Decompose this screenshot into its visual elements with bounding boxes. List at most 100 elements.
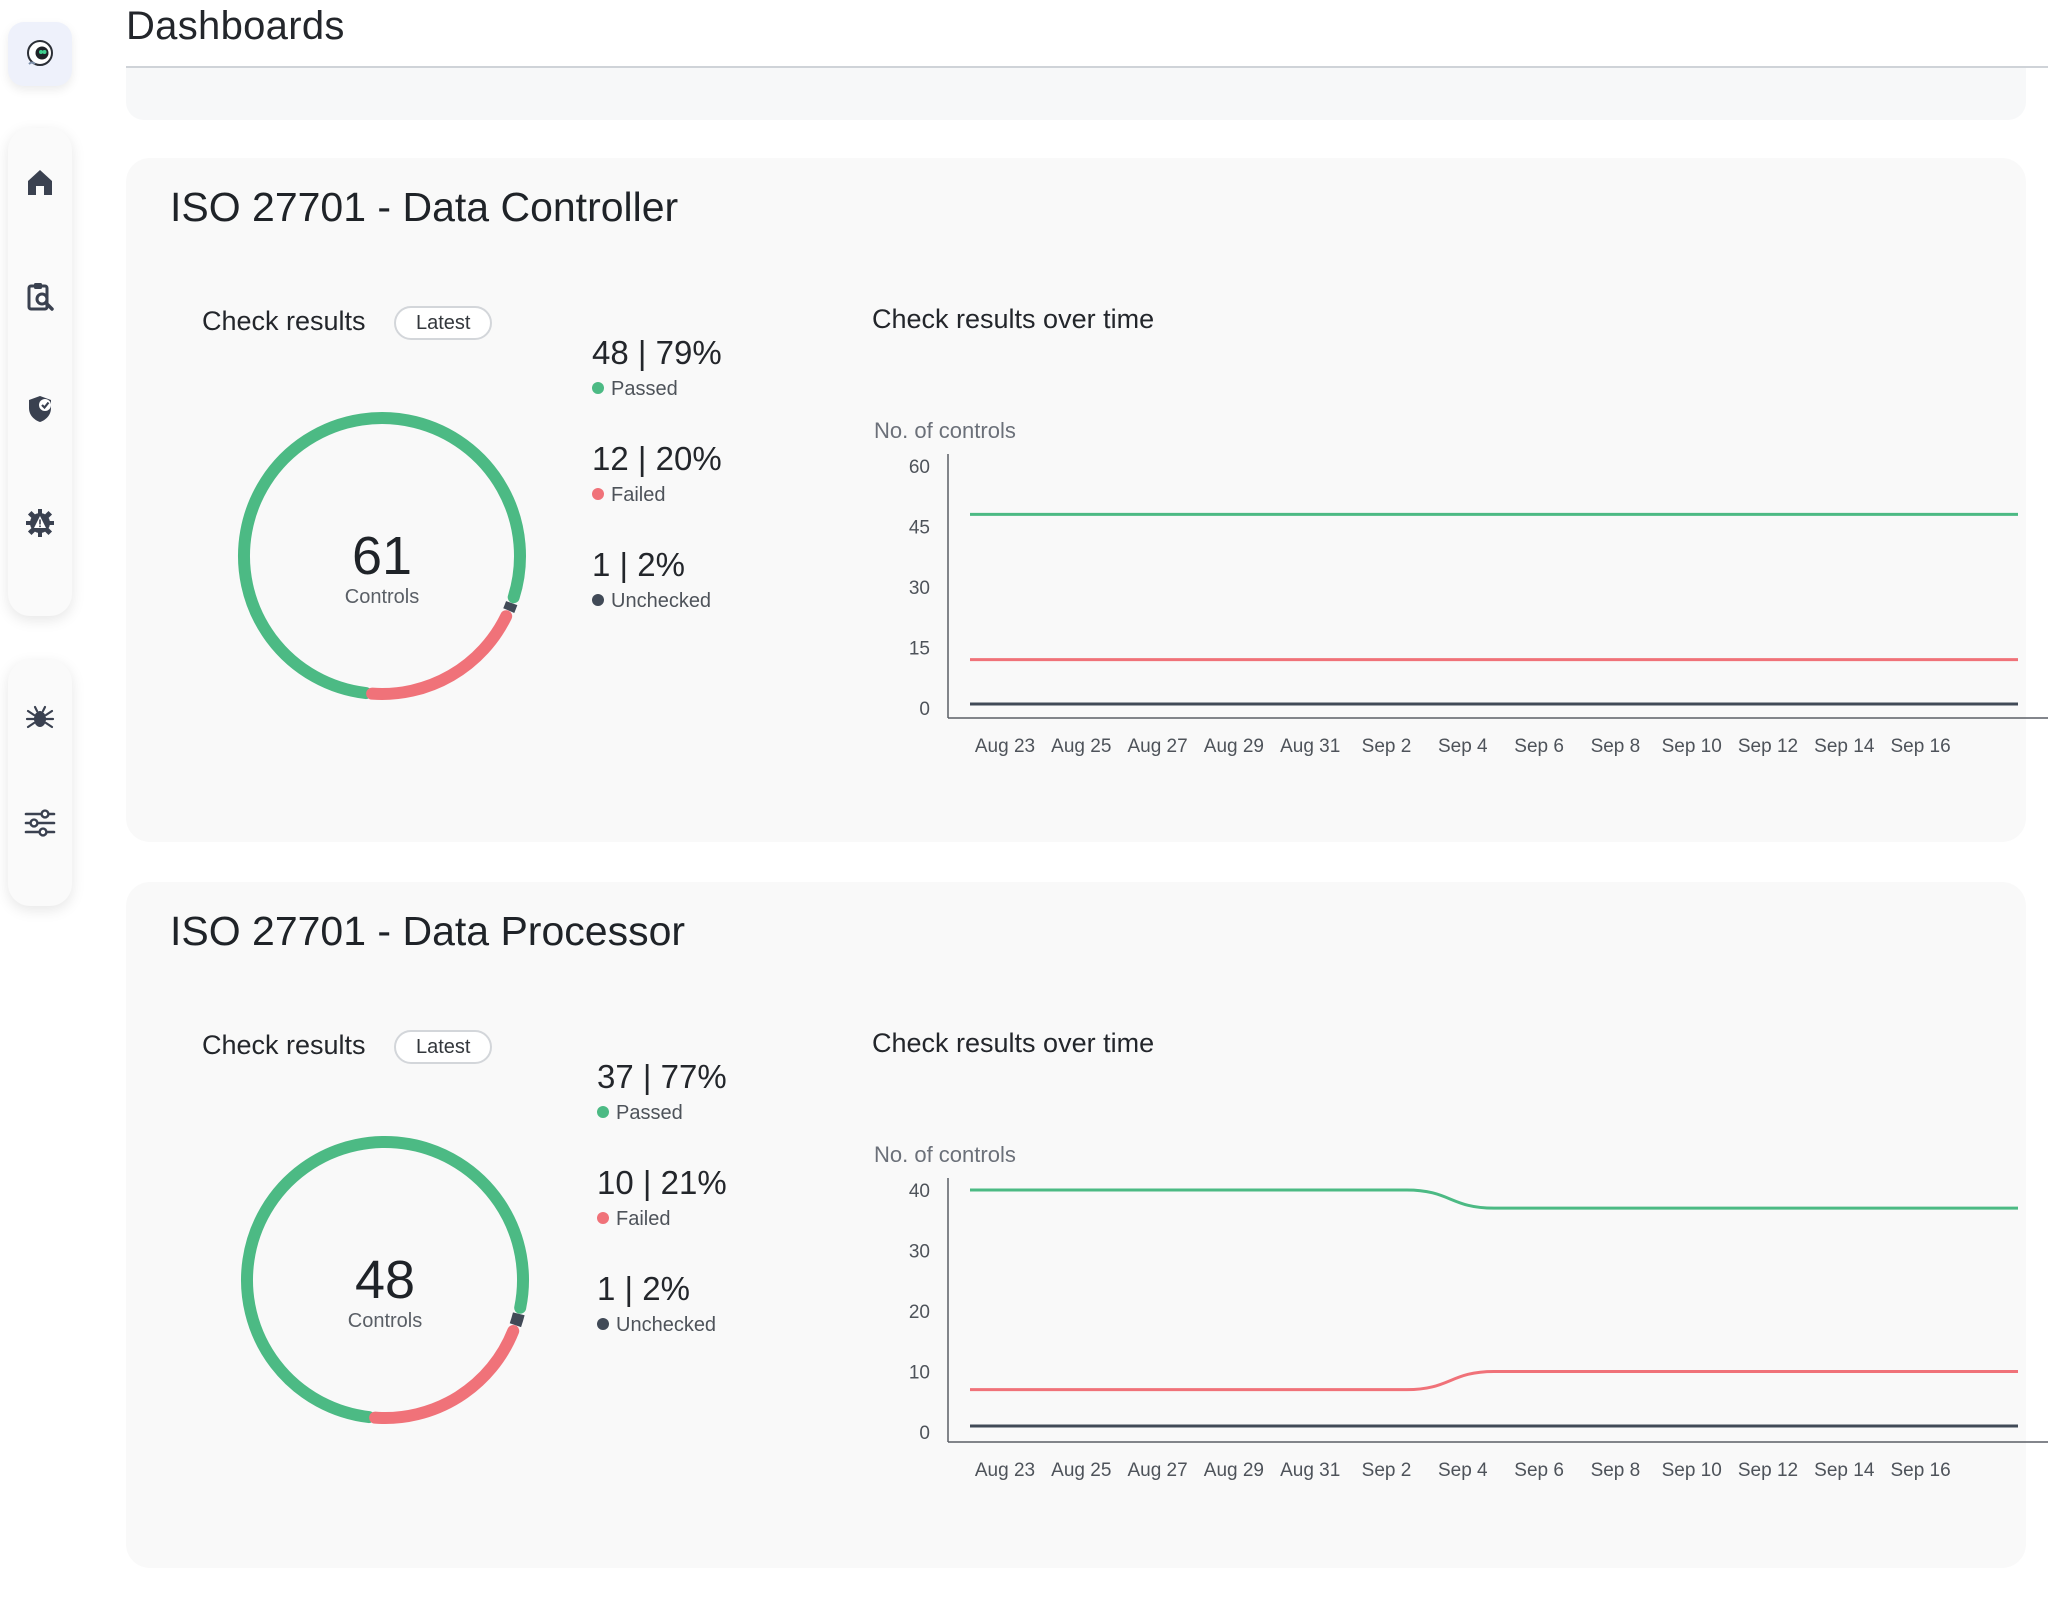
latest-filter-badge[interactable]: Latest [394,1030,493,1064]
x-tick-label: Sep 4 [1438,736,1488,757]
sidebar-item-vulnerabilities[interactable] [16,702,64,734]
y-tick-label: 10 [909,1363,930,1384]
stat-unchecked-label: Unchecked [616,1314,717,1336]
x-tick-label: Aug 27 [1127,736,1187,757]
stat-passed-label: Passed [611,378,678,400]
stat-failed: 12 | 20% Failed [592,440,722,507]
sidebar-item-compliance[interactable] [16,389,64,430]
check-results-over-time-label: Check results over time [872,1028,1155,1058]
home-icon [28,170,52,196]
stat-failed-value: 12 | 20% [592,440,722,477]
stat-unchecked-value: 1 | 2% [592,546,685,583]
check-results-line-chart: No. of controls 0 10 20 30 40 Aug 23 Aug 25 Aug … [874,1142,2048,1481]
x-tick-label: Aug 29 [1204,1460,1264,1481]
check-results-line-chart: No. of controls 0 15 30 45 60 Aug 23 Aug 25 Aug … [874,418,2048,757]
x-tick-label: Sep 12 [1738,1460,1798,1481]
x-tick-label: Sep 14 [1814,736,1875,757]
y-axis-title: No. of controls [874,418,1016,443]
check-results-label: Check results [202,306,366,336]
unchecked-dot [597,1318,609,1330]
donut-segment-unchecked [509,1312,525,1328]
stat-unchecked-label: Unchecked [611,590,712,612]
x-tick-label: Aug 31 [1280,1460,1340,1481]
check-results-donut [241,1136,529,1424]
stat-failed-label: Failed [611,484,666,506]
x-tick-label: Sep 10 [1662,1460,1722,1481]
shield-check-icon [29,396,51,423]
series-line-failed [970,1370,2018,1392]
latest-filter-badge[interactable]: Latest [394,306,493,340]
x-tick-label: Sep 10 [1662,736,1722,757]
x-tick-label: Aug 31 [1280,736,1340,757]
donut-segment-failed [366,610,513,700]
y-tick-label: 45 [909,518,930,539]
y-tick-label: 40 [909,1181,930,1202]
x-tick-label: Sep 6 [1514,736,1564,757]
header-filter-bar [126,68,2026,120]
passed-dot [592,382,604,394]
y-axis-title: No. of controls [874,1142,1016,1167]
x-tick-label: Aug 23 [975,1460,1035,1481]
sidebar-item-issues[interactable] [16,503,64,544]
dashboard-card-data-processor: ISO 27701 - Data Processor Check results… [126,882,2048,1568]
app-logo[interactable] [8,22,72,86]
donut-center: 61 Controls [232,528,532,609]
clipboard-search-icon [27,282,54,311]
x-tick-label: Sep 4 [1438,1460,1488,1481]
sidebar-secondary-nav [8,660,72,906]
check-results-label: Check results [202,1030,366,1060]
y-tick-label: 0 [919,699,930,720]
header-divider [126,66,2048,68]
stat-unchecked: 1 | 2% Unchecked [597,1270,716,1337]
x-tick-label: Sep 16 [1890,1460,1950,1481]
donut-center: 48 Controls [235,1252,535,1333]
page-title: Dashboards [126,4,345,48]
y-tick-label: 20 [909,1302,930,1323]
total-controls-count: 48 [354,1250,416,1310]
y-tick-label: 30 [909,578,930,599]
unchecked-dot [592,594,604,606]
check-results-over-time-label: Check results over time [872,304,1155,334]
stat-passed: 48 | 79% Passed [592,334,722,401]
y-tick-label: 15 [909,639,930,660]
series-line-passed [969,1188,2018,1210]
y-tick-label: 30 [909,1242,930,1263]
stat-unchecked: 1 | 2% Unchecked [592,546,711,613]
stat-failed: 10 | 21% Failed [597,1164,727,1231]
sidebar-item-settings[interactable] [16,807,64,839]
passed-dot [597,1106,609,1118]
x-tick-label: Aug 25 [1051,1460,1111,1481]
sidebar-item-checks[interactable] [16,276,64,317]
sidebar-item-home[interactable] [16,162,64,203]
donut-segment-passed [241,1136,529,1424]
bug-icon [25,705,55,729]
donut-segment-failed [369,1325,520,1424]
x-tick-label: Sep 8 [1591,1460,1641,1481]
robot-logo-icon [27,40,53,66]
donut-segment-unchecked [503,601,518,613]
stat-passed-label: Passed [616,1102,683,1124]
dashboard-card-data-controller: ISO 27701 - Data Controller Check result… [126,158,2048,842]
sliders-icon [24,809,56,837]
x-tick-label: Sep 8 [1591,736,1641,757]
x-tick-label: Sep 2 [1362,736,1412,757]
stat-failed-value: 10 | 21% [597,1164,727,1201]
x-tick-label: Aug 25 [1051,736,1111,757]
stat-passed-value: 37 | 77% [597,1058,727,1095]
x-tick-label: Sep 2 [1362,1460,1412,1481]
total-controls-label: Controls [347,1310,423,1332]
x-tick-label: Sep 6 [1514,1460,1564,1481]
sidebar-main-nav [8,128,72,616]
stat-passed: 37 | 77% Passed [597,1058,727,1125]
x-tick-label: Sep 16 [1890,736,1950,757]
stat-passed-value: 48 | 79% [592,334,722,371]
x-tick-label: Aug 27 [1127,1460,1187,1481]
x-tick-label: Sep 12 [1738,736,1798,757]
total-controls-count: 61 [351,526,413,586]
card-title: ISO 27701 - Data Controller [170,184,679,230]
stat-unchecked-value: 1 | 2% [597,1270,690,1307]
x-tick-label: Aug 29 [1204,736,1264,757]
check-results-donut [238,412,526,700]
stat-failed-label: Failed [616,1208,671,1230]
gear-warning-icon [26,508,54,537]
